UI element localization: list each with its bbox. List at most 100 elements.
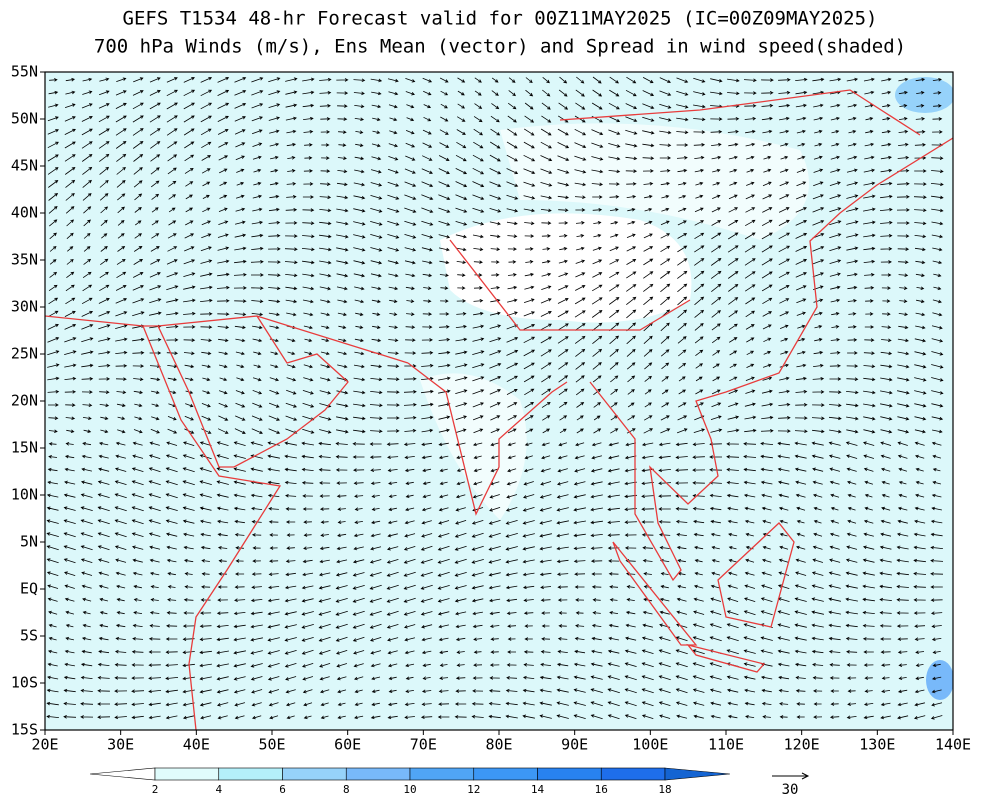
wind-arrow [930, 182, 944, 187]
wind-arrow [201, 351, 212, 356]
wind-arrow [371, 520, 381, 525]
wind-arrow [184, 585, 193, 589]
wind-arrow [151, 416, 160, 421]
wind-arrow [608, 442, 619, 447]
wind-arrow [217, 129, 229, 135]
wind-arrow [642, 143, 655, 148]
wind-arrow [780, 350, 789, 355]
wind-arrow [286, 533, 295, 537]
wind-arrow [574, 169, 587, 174]
wind-arrow [574, 649, 586, 654]
wind-arrow [505, 688, 518, 693]
wind-arrow [115, 115, 127, 123]
wind-arrow [148, 689, 162, 694]
wind-arrow [913, 532, 926, 537]
wind-arrow [728, 323, 738, 331]
wind-arrow [627, 208, 636, 212]
wind-arrow [796, 545, 806, 550]
wind-arrow [812, 377, 825, 381]
wind-arrow [200, 115, 212, 123]
wind-arrow [914, 506, 925, 511]
wind-arrow [457, 90, 465, 96]
wind-arrow [66, 219, 75, 227]
wind-arrow [49, 232, 57, 240]
wind-arrow [438, 337, 451, 342]
wind-arrow [115, 350, 128, 355]
wind-arrow [777, 454, 790, 459]
wind-arrow [217, 546, 228, 550]
wind-arrow [880, 220, 893, 225]
wind-arrow [81, 390, 93, 394]
wind-arrow [678, 181, 687, 186]
wind-arrow [97, 519, 110, 525]
wind-arrow [794, 584, 807, 589]
wind-arrow [539, 688, 552, 693]
wind-arrow [846, 403, 859, 408]
wind-arrow [150, 259, 161, 265]
wind-arrow [421, 507, 432, 512]
wind-arrow [234, 702, 246, 707]
wind-arrow [81, 310, 94, 317]
wind-arrow [931, 364, 944, 369]
wind-arrow [524, 285, 535, 290]
wind-arrow [302, 103, 315, 108]
wind-arrow [115, 454, 127, 459]
wind-arrow [438, 455, 449, 460]
wind-arrow [49, 271, 58, 278]
wind-arrow [692, 506, 705, 511]
wind-arrow [796, 168, 806, 173]
wind-arrow [386, 403, 400, 407]
wind-arrow [795, 558, 806, 563]
wind-arrow [830, 506, 839, 511]
wind-arrow [896, 545, 909, 550]
wind-arrow [182, 676, 195, 681]
wind-arrow [641, 636, 654, 641]
wind-arrow [624, 520, 637, 524]
wind-arrow [370, 208, 383, 213]
wind-arrow [761, 584, 773, 589]
wind-arrow [780, 337, 789, 342]
wind-arrow [881, 506, 891, 511]
wind-arrow [473, 311, 484, 316]
wind-arrow [116, 180, 126, 188]
wind-arrow [216, 611, 229, 615]
wind-arrow [405, 689, 414, 693]
wind-arrow [541, 611, 551, 615]
wind-arrow [778, 207, 790, 213]
wind-arrow [201, 220, 211, 226]
wind-arrow [489, 389, 501, 395]
wind-arrow [845, 558, 858, 563]
wind-arrow [575, 102, 586, 110]
wind-arrow [812, 662, 824, 667]
wind-arrow [64, 337, 77, 343]
wind-arrow [846, 233, 859, 238]
wind-arrow [899, 286, 908, 290]
wind-arrow [777, 467, 790, 472]
wind-arrow [660, 584, 669, 589]
wind-arrow [490, 234, 501, 239]
wind-arrow [796, 181, 807, 187]
wind-arrow [404, 637, 416, 642]
wind-arrow [846, 390, 859, 395]
wind-arrow [201, 415, 212, 421]
wind-arrow [251, 233, 264, 238]
wind-arrow [80, 545, 93, 551]
wind-arrow [813, 311, 823, 316]
wind-arrow [811, 623, 824, 628]
wind-arrow [421, 207, 434, 213]
wind-arrow [898, 481, 907, 485]
wind-arrow [235, 572, 245, 576]
wind-arrow [64, 167, 76, 175]
wind-arrow [200, 312, 213, 316]
wind-arrow [405, 481, 414, 485]
wind-arrow [931, 441, 942, 446]
wind-arrow [557, 349, 569, 357]
wind-arrow [522, 675, 535, 680]
wind-arrow [642, 130, 655, 135]
wind-arrow [80, 688, 93, 693]
wind-arrow [711, 571, 721, 576]
wind-arrow [268, 273, 281, 277]
wind-arrow [440, 299, 449, 303]
wind-arrow [488, 585, 501, 590]
wind-arrow [405, 325, 416, 329]
